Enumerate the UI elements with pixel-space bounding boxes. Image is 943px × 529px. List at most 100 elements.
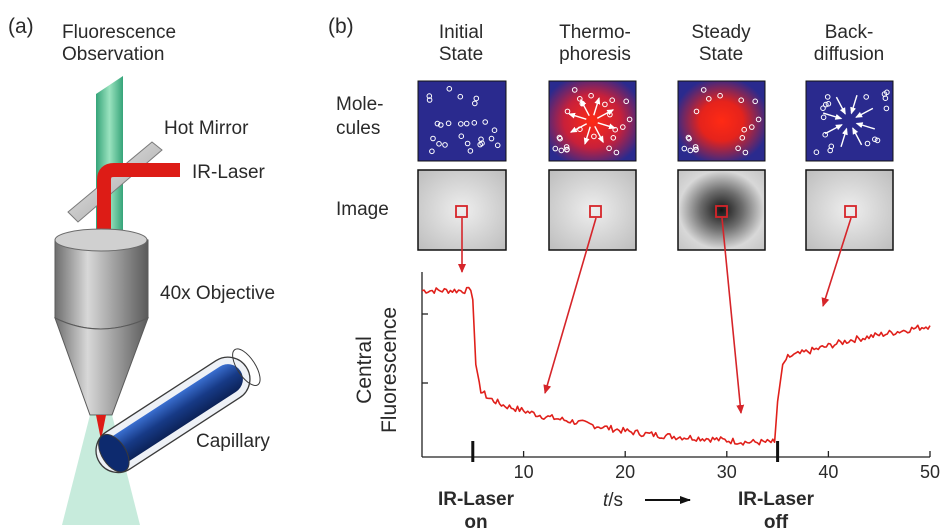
molecule-motion-arrow [583, 126, 591, 145]
molecule-dot [626, 116, 633, 123]
molecule-dots-backdiffusion [813, 89, 890, 155]
state-heading-initial-line2: State [439, 44, 483, 65]
molecule-dot [813, 149, 820, 155]
state-heading-backdiffusion-line2: diffusion [814, 44, 884, 65]
molecule-dot [735, 145, 741, 152]
arrow-backdiffusion-to-trace [821, 217, 852, 307]
capillary-label: Capillary [196, 431, 270, 452]
molecule-dot [446, 86, 453, 92]
molecule-dot [438, 122, 444, 128]
molecule-motion-arrow [835, 96, 846, 115]
molecule-dot [477, 141, 484, 148]
molecule-dot [872, 136, 878, 143]
state-heading-thermophoresis-line1: Thermo- [559, 22, 631, 43]
molecule-dot [613, 149, 620, 156]
molecule-motion-arrow [568, 112, 587, 120]
molecule-dot [741, 126, 748, 133]
molecule-dot [430, 135, 436, 142]
molecules-panel-thermophoresis [548, 80, 637, 162]
panel-a: (a) Fluorescence Observation Hot Mirror … [8, 15, 275, 525]
molecule-dot [458, 133, 465, 139]
molecule-dot [820, 114, 827, 121]
event-marker-ticks [471, 441, 780, 462]
molecules-panel-backdiffusion [805, 80, 894, 162]
molecule-motion-arrow [597, 122, 616, 130]
image-roi-thermophoresis [589, 205, 602, 218]
x-tick-label: 10 [514, 462, 534, 482]
event-laser-on-line2: on [464, 512, 487, 529]
image-roi-steady [715, 205, 728, 218]
molecule-dot [482, 119, 489, 125]
molecule-dot [552, 145, 559, 152]
fluorescence-label-line1: Fluorescence [62, 22, 176, 43]
focus-beam-green [62, 415, 140, 525]
molecule-dot [571, 87, 578, 93]
x-axis-label: t/s [603, 490, 623, 511]
panel-a-letter: (a) [8, 15, 34, 38]
molecule-dot [429, 148, 435, 155]
molecule-motion-arrow [569, 123, 588, 133]
ir-laser-label: IR-Laser [192, 162, 266, 183]
panel-b-letter: (b) [328, 15, 354, 38]
y-axis-label-line2: Fluorescence [378, 307, 401, 433]
molecule-dot [591, 133, 597, 140]
molecule-dot [434, 120, 441, 127]
molecule-dot [755, 116, 762, 123]
molecule-dot [738, 97, 745, 103]
state-heading-initial-line1: Initial [439, 22, 483, 43]
molecule-dots-steady [681, 87, 762, 156]
state-heading-steady-line2: State [699, 44, 743, 65]
molecule-dot [874, 137, 881, 144]
objective-label: 40x Objective [160, 283, 275, 304]
molecule-dot [558, 147, 565, 154]
molecules-label-line2: cules [336, 118, 380, 139]
molecule-dot [473, 95, 480, 102]
molecule-dot [491, 127, 498, 133]
molecule-dot [494, 142, 501, 149]
x-axis-label-unit: /s [608, 490, 623, 511]
image-panel-steady [677, 169, 766, 251]
molecule-motion-arrow [855, 122, 876, 130]
molecule-dot [882, 95, 889, 101]
molecule-dot [436, 141, 442, 147]
molecule-dot [588, 92, 594, 99]
molecule-dot [467, 148, 474, 154]
molecule-dot [752, 98, 759, 105]
molecule-dot [623, 98, 630, 105]
focus-beam-red [96, 415, 106, 440]
molecule-dot [739, 135, 746, 141]
molecule-dot [822, 131, 829, 138]
x-tick-label: 30 [717, 462, 737, 482]
molecule-dot [602, 101, 608, 108]
molecule-dot [820, 105, 826, 111]
molecule-dot [557, 135, 563, 142]
molecule-dot [472, 100, 478, 107]
molecule-dot [609, 97, 616, 103]
event-laser-on-line1: IR-Laser [438, 489, 515, 510]
molecule-dot [445, 120, 452, 127]
molecule-dot [681, 145, 688, 152]
molecule-motion-arrow [594, 125, 604, 144]
molecule-dot [692, 144, 699, 150]
x-tick-label: 40 [818, 462, 838, 482]
x-axis-label-variable: t [603, 490, 609, 511]
panel-b: (b) Initial State Thermo- phoresis Stead… [328, 15, 940, 529]
molecule-dots-thermophoresis [552, 87, 633, 156]
molecule-motion-arrow [840, 127, 848, 148]
molecule-dot [706, 96, 712, 102]
objective-cone [54, 317, 149, 416]
state-heading-steady-line1: Steady [691, 22, 751, 43]
molecule-dot [478, 136, 484, 143]
molecule-motion-arrow [596, 109, 615, 119]
molecule-dot [824, 94, 831, 100]
fluorescence-label-line2: Observation [62, 44, 164, 65]
molecule-dot [749, 124, 755, 130]
x-tick-label: 20 [615, 462, 635, 482]
molecule-dot [686, 135, 692, 142]
molecule-motion-arrow [593, 97, 601, 116]
molecule-motion-arrow [824, 124, 843, 135]
molecule-dot [693, 108, 700, 115]
molecule-dot [442, 142, 448, 148]
event-laser-off-line1: IR-Laser [738, 489, 815, 510]
molecule-motion-arrow [850, 94, 858, 115]
